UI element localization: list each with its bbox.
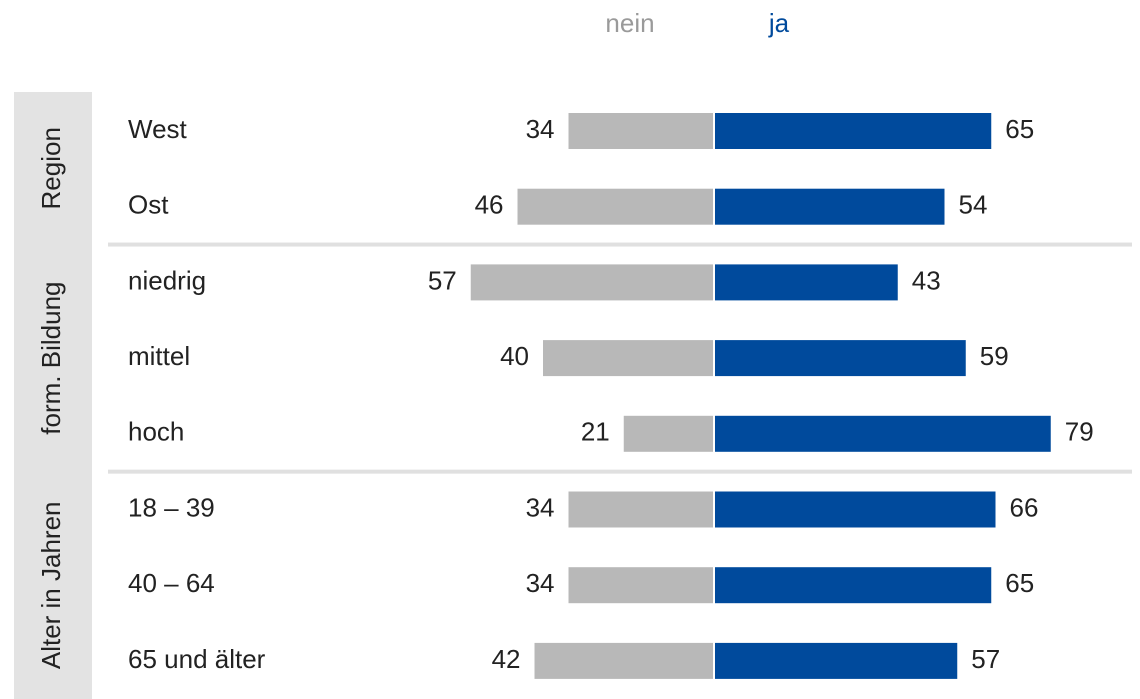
category-label: Ost (128, 190, 169, 220)
category-label: 40 – 64 (128, 568, 215, 598)
value-label: 79 (1065, 417, 1094, 447)
bar-ja (715, 340, 966, 377)
value-label: 57 (428, 265, 457, 295)
bar-nein (517, 188, 713, 225)
bar-nein (568, 491, 713, 528)
bar-ja (715, 264, 898, 301)
bar-nein (470, 264, 713, 301)
category-label: West (128, 114, 188, 144)
bar-nein (568, 567, 713, 604)
group-separator (108, 242, 1132, 247)
category-label: niedrig (128, 265, 206, 295)
value-label: 46 (475, 190, 504, 220)
category-label: 18 – 39 (128, 492, 215, 522)
bar-nein (543, 340, 713, 377)
group-label: form. Bildung (36, 282, 66, 435)
bar-ja (715, 188, 945, 225)
value-label: 66 (1010, 492, 1039, 522)
bar-nein (623, 415, 713, 452)
group-label: Region (36, 127, 66, 209)
legend-ja: ja (768, 8, 790, 38)
value-label: 42 (492, 644, 521, 674)
value-label: 40 (500, 341, 529, 371)
bar-nein (568, 113, 713, 149)
bar-ja (715, 567, 992, 604)
bar-ja (715, 415, 1051, 452)
bar-nein (534, 642, 713, 679)
value-label: 65 (1005, 114, 1034, 144)
value-label: 21 (581, 417, 610, 447)
bar-ja (715, 113, 992, 149)
value-label: 54 (959, 190, 988, 220)
group-strip (14, 92, 92, 699)
value-label: 43 (912, 265, 941, 295)
bar-ja (715, 491, 996, 528)
value-label: 59 (980, 341, 1009, 371)
group-separator (108, 469, 1132, 474)
group-label: Alter in Jahren (36, 501, 66, 669)
value-label: 34 (526, 568, 555, 598)
category-label: 65 und älter (128, 644, 266, 674)
value-label: 57 (971, 644, 1000, 674)
bar-ja (715, 642, 958, 679)
value-label: 34 (526, 114, 555, 144)
legend-nein: nein (605, 8, 654, 38)
value-label: 34 (526, 492, 555, 522)
value-label: 65 (1005, 568, 1034, 598)
category-label: mittel (128, 341, 190, 371)
category-label: hoch (128, 417, 184, 447)
